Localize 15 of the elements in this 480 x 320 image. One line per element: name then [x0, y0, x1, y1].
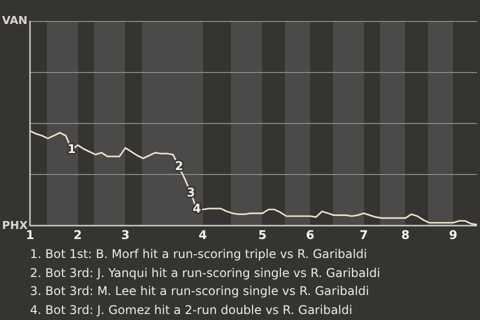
x-tick-label: 4	[198, 228, 208, 242]
text: VAN	[2, 14, 28, 27]
text: PHX	[2, 218, 28, 232]
text: 1. Bot 1st: B. Morf hit a run-scoring triple vs R. Garibaldi	[30, 246, 368, 263]
x-tick-label: 2	[74, 228, 82, 242]
x-tick-label: 5	[258, 228, 267, 242]
x-tick-label: 8	[401, 228, 410, 242]
x-tick-label: 1	[26, 228, 34, 242]
x-tick-label: 6	[306, 228, 314, 242]
x-tick-label: 3	[121, 228, 130, 242]
text: 4. Bot 3rd: J. Gomez hit a 2-run double vs R. Garibaldi	[30, 302, 354, 318]
x-tick-label: 9	[448, 228, 458, 242]
text: 2. Bot 3rd: J. Yanqui hit a run-scoring single vs R. Garibaldi	[30, 264, 380, 282]
x-tick-label: 7	[360, 228, 368, 242]
text: 3. Bot 3rd: M. Lee hit a run-scoring single vs R. Garibaldi	[30, 283, 370, 300]
